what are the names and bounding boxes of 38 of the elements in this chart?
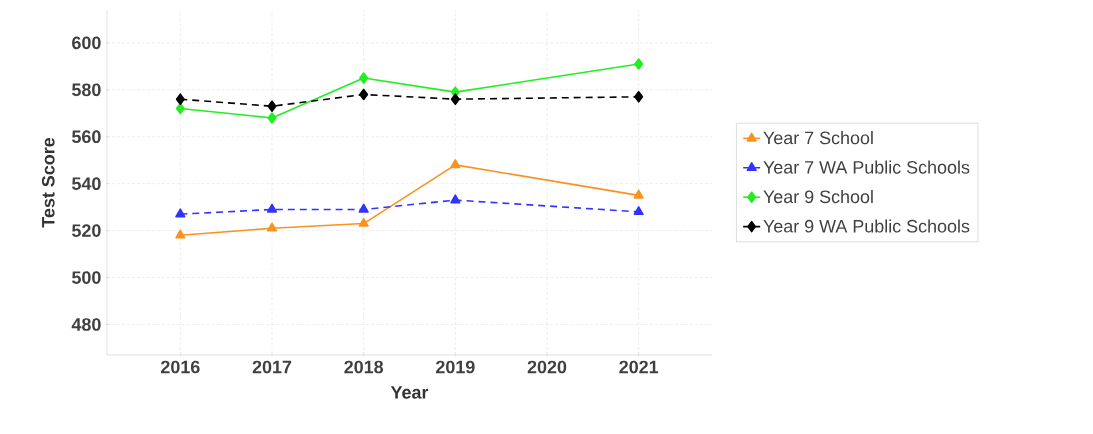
point [634,91,644,103]
x-tick-label: 2021 [619,360,659,374]
point [450,93,460,105]
x-tick-label: 2016 [161,360,200,374]
point [358,203,369,213]
y-tick-label: 500 [72,271,101,284]
legend-label: Year 7 School [763,131,873,145]
x-tick-label: 2019 [436,360,475,374]
y-tick-label: 580 [72,83,101,97]
point [359,88,369,101]
point [266,203,278,213]
point [633,189,644,199]
point [358,217,369,227]
point [450,159,461,169]
point [450,194,461,204]
point [266,222,278,232]
point [634,58,644,70]
point [267,100,277,112]
y-axis-title: Test Score [41,137,55,228]
y-tick-label: 600 [72,36,101,50]
point [267,112,277,124]
x-tick-label: 2018 [344,360,384,374]
x-tick-label: 2020 [527,360,567,374]
legend-label: Year 9 WA Public Schools [763,219,970,233]
y-tick-label: 540 [72,177,101,191]
point [175,102,185,115]
x-tick-label: 2017 [252,360,292,374]
y-tick-label: 480 [71,318,101,331]
point [175,229,186,239]
point [359,72,369,84]
legend-label: Year 7 WA Public Schools [763,160,970,174]
point [633,206,644,216]
point [175,208,186,218]
y-tick-label: 560 [72,130,101,144]
x-axis-title: Year [390,386,429,399]
y-tick-label: 520 [72,224,101,237]
legend-label: Year 9 School [763,189,873,204]
point [175,93,185,105]
